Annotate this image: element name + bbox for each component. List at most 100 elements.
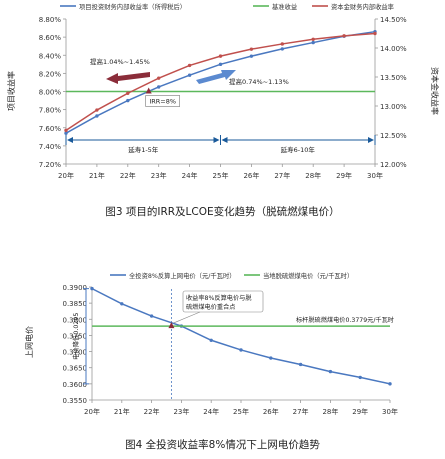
legend-label: 基准收益: [272, 2, 298, 11]
x-tick-label: 24年: [182, 171, 198, 180]
span2-label: 延寿6-10年: [281, 145, 316, 154]
y-tick-label: 8.40%: [39, 52, 62, 60]
x-tick-label: 28年: [322, 407, 338, 416]
y-tick-label: 8.00%: [39, 89, 62, 97]
increase2-label: 提高0.74%~1.13%: [229, 77, 289, 86]
data-point: [249, 54, 254, 58]
x-tick-label: 20年: [58, 171, 74, 180]
data-point: [64, 131, 68, 135]
y-tick-label: 7.80%: [39, 107, 62, 115]
y-tick-label: 0.3850: [63, 300, 88, 308]
data-point: [95, 114, 99, 118]
data-point: [280, 42, 284, 46]
data-point: [388, 382, 392, 386]
y-tick-label: 7.60%: [39, 125, 62, 133]
y-tick-label: 8.20%: [39, 70, 62, 78]
y2-axis-title: 资本金收益率: [430, 67, 440, 115]
data-point: [95, 108, 99, 112]
data-point: [218, 62, 223, 67]
data-point: [298, 362, 303, 367]
x-tick-label: 27年: [274, 171, 290, 180]
legend-label: 全投资8%反算上网电价（元/千瓦时）: [129, 271, 236, 280]
series-line-0: [65, 30, 376, 134]
y2-tick-label: 13.00%: [380, 103, 407, 111]
data-point: [280, 47, 284, 51]
x-tick-label: 26年: [243, 171, 259, 180]
data-point: [209, 338, 213, 342]
x-tick-label: 25年: [233, 407, 249, 416]
y-tick-label: 8.80%: [39, 16, 62, 24]
figure3-caption: 图3 项目的IRR及LCOE变化趋势（脱硫燃煤电价）: [105, 206, 340, 218]
increase1-label: 提高1.04%~1.45%: [90, 57, 150, 66]
x-tick-label: 25年: [213, 171, 229, 180]
x-tick-label: 21年: [89, 171, 105, 180]
x-tick-label: 22年: [144, 407, 160, 416]
data-point: [311, 37, 315, 41]
x-tick-label: 22年: [120, 171, 136, 180]
x-tick-label: 26年: [263, 407, 279, 416]
y-tick-label: 0.3750: [63, 332, 88, 340]
y-axis-title: 项目收益率: [6, 71, 16, 111]
data-point: [149, 314, 154, 318]
data-point: [126, 91, 130, 95]
y-axis-title: 上网电价: [24, 326, 34, 358]
y-tick-label: 0.3650: [63, 365, 88, 373]
y-tick-label: 8.60%: [39, 34, 62, 42]
data-point: [269, 356, 273, 360]
x-tick-label: 20年: [84, 407, 100, 416]
data-point: [120, 302, 124, 306]
y-tick-label: 7.20%: [39, 161, 62, 169]
legend-label: 资本金财务内部收益率: [331, 2, 394, 11]
data-point: [187, 73, 192, 77]
y-tick-label: 0.3700: [63, 349, 88, 357]
y2-tick-label: 14.00%: [380, 45, 407, 53]
y2-tick-label: 14.50%: [380, 16, 407, 24]
y2-tick-label: 12.50%: [380, 132, 407, 140]
data-point: [157, 76, 161, 80]
data-point: [64, 128, 68, 133]
irr-label: IRR=8%: [149, 98, 176, 106]
data-point: [157, 85, 161, 89]
x-tick-label: 29年: [352, 407, 368, 416]
crossing-marker: [168, 322, 175, 329]
y-tick-label: 0.3600: [63, 381, 88, 389]
tariff-chart: 全投资8%反算上网电价（元/千瓦时） 当地脱硫燃煤电价（元/千瓦时） 0.3550 0…: [24, 271, 398, 416]
x-tick-label: 27年: [293, 407, 309, 416]
data-point: [328, 369, 333, 374]
y-tick-label: 0.3800: [63, 316, 88, 324]
crossing-label-box: [182, 290, 264, 313]
x-tick-label: 30年: [367, 171, 383, 180]
irr-label-box: [145, 95, 180, 107]
span1-label: 延寿1-5年: [128, 145, 159, 154]
data-point: [187, 63, 192, 68]
data-point: [126, 98, 130, 103]
crossing-label-2: 硫燃煤电价重合点: [186, 303, 236, 311]
x-tick-label: 28年: [305, 171, 321, 180]
figure4-caption: 图4 全投资收益率8%情况下上网电价趋势: [125, 439, 320, 451]
arrow-increase-2: [196, 70, 236, 84]
irr-chart: 项目投资财务内部收益率（所得税后） 基准收益 资本金财务内部收益率 7.20% 7.40…: [6, 2, 440, 180]
legend-label: 当地脱硫燃煤电价（元/千瓦时）: [263, 271, 353, 280]
x-tick-label: 29年: [336, 171, 352, 180]
y-tick-label: 0.3900: [63, 284, 88, 292]
y-tick-label: 7.40%: [39, 143, 62, 151]
data-point: [358, 375, 362, 380]
crossing-label-1: 收益率8%反算电价与脱: [186, 294, 252, 302]
crossing-leader: [173, 311, 201, 324]
figure-irr-lcoe: 项目投资财务内部收益率（所得税后） 基准收益 资本金财务内部收益率 7.20% 7.40…: [0, 0, 445, 228]
series-line-2: [65, 32, 376, 131]
data-point: [218, 54, 223, 58]
y2-tick-label: 12.00%: [380, 161, 407, 169]
legend-label: 项目投资财务内部收益率（所得税后）: [79, 2, 186, 11]
x-tick-label: 24年: [203, 407, 219, 416]
drop-label: 电价降低0.0295: [71, 313, 80, 360]
x-tick-label: 23年: [151, 171, 167, 180]
arrow-increase-1: [106, 72, 150, 84]
data-point: [249, 47, 254, 51]
x-tick-label: 30年: [382, 407, 398, 416]
y-tick-label: 0.3550: [63, 397, 88, 405]
irr-marker: [145, 87, 152, 94]
x-tick-label: 21年: [114, 407, 130, 416]
data-point: [239, 348, 243, 352]
data-point: [342, 34, 346, 38]
